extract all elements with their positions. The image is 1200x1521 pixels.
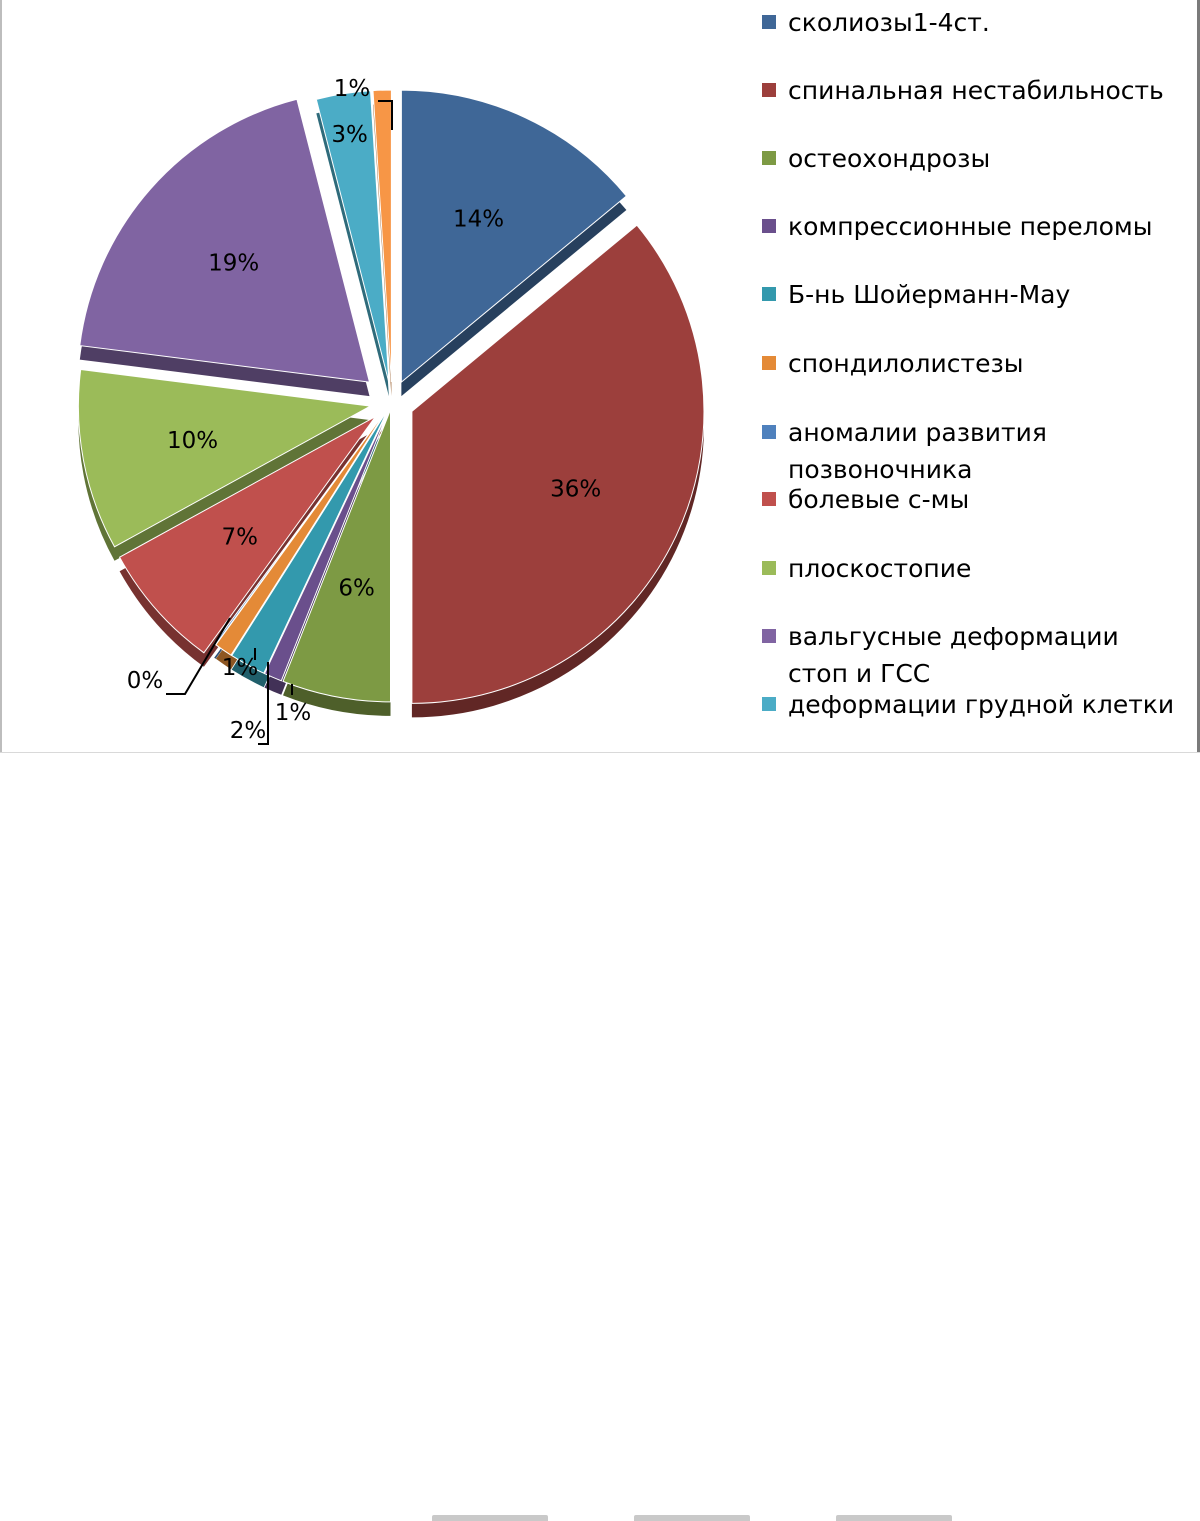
chart-frame-bottom-bar (0, 752, 1200, 1521)
legend-label: остеохондрозы (788, 144, 991, 173)
pie-slice (315, 90, 390, 383)
legend-swatch (762, 15, 776, 29)
legend-swatch (762, 287, 776, 301)
slice-labels: 14% 36% 6% 1% 2% 1% 0% 7% 10% 19% 3% 1% (127, 76, 602, 744)
bottom-tab (634, 1515, 750, 1521)
slice-percent-label: 0% (127, 668, 164, 694)
slice-percent-label: 14% (453, 206, 504, 232)
legend-swatch (762, 561, 776, 575)
legend-swatch (762, 83, 776, 97)
legend-swatch (762, 151, 776, 165)
legend-swatch (762, 356, 776, 370)
slice-percent-label: 1% (334, 76, 371, 102)
pie-chart: 14% 36% 6% 1% 2% 1% 0% 7% 10% 19% 3% 1% (77, 76, 705, 745)
bottom-tab (432, 1515, 548, 1521)
legend-swatch (762, 697, 776, 711)
leader-lines (166, 100, 393, 745)
slice-percent-label: 10% (167, 428, 218, 454)
legend-swatch (762, 219, 776, 233)
chart-frame-left-border (0, 0, 2, 752)
legend-label: Б-нь Шойерманн-Мау (788, 280, 1071, 309)
slice-percent-label: 1% (222, 655, 259, 681)
slice-percent-label: 7% (221, 524, 258, 550)
legend-label: плоскостопие (788, 554, 972, 583)
bottom-tab (836, 1515, 952, 1521)
leader-line (378, 100, 393, 130)
legend-label: спондилолистезы (788, 349, 1024, 378)
pie-slice (411, 224, 705, 704)
legend-swatch (762, 492, 776, 506)
pie-slice (231, 408, 389, 674)
legend-swatch (762, 629, 776, 643)
chart-frame-right-border (1197, 0, 1200, 752)
pie-slice (372, 89, 392, 383)
legend-label: сколиозы1-4ст. (788, 8, 990, 37)
pie-slice (77, 368, 372, 548)
legend-label: болевые с-мы (788, 485, 970, 514)
pie-slice (282, 409, 392, 703)
pie-slice (118, 416, 376, 654)
legend-label: вальгусные деформации стоп и ГСС (788, 622, 1119, 688)
slice-percent-label: 36% (550, 477, 601, 503)
pie-slice (400, 89, 628, 384)
leader-line (258, 662, 269, 745)
slice-percent-label: 19% (208, 250, 259, 276)
pie-slices (77, 89, 705, 718)
legend-swatch (762, 425, 776, 439)
slice-percent-label: 3% (331, 122, 368, 148)
legend-label: спинальная нестабильность (788, 76, 1164, 105)
legend-label: аномалии развития позвоночника (788, 418, 1047, 484)
leader-line (166, 617, 231, 695)
legend-label: компрессионные переломы (788, 212, 1153, 241)
legend-label: деформации грудной клетки (788, 690, 1175, 719)
slice-percent-label: 2% (230, 718, 267, 744)
pie-slice (79, 98, 371, 383)
slice-percent-label: 6% (338, 576, 375, 602)
slice-percent-label: 1% (275, 700, 312, 726)
pie-slice (263, 409, 390, 682)
